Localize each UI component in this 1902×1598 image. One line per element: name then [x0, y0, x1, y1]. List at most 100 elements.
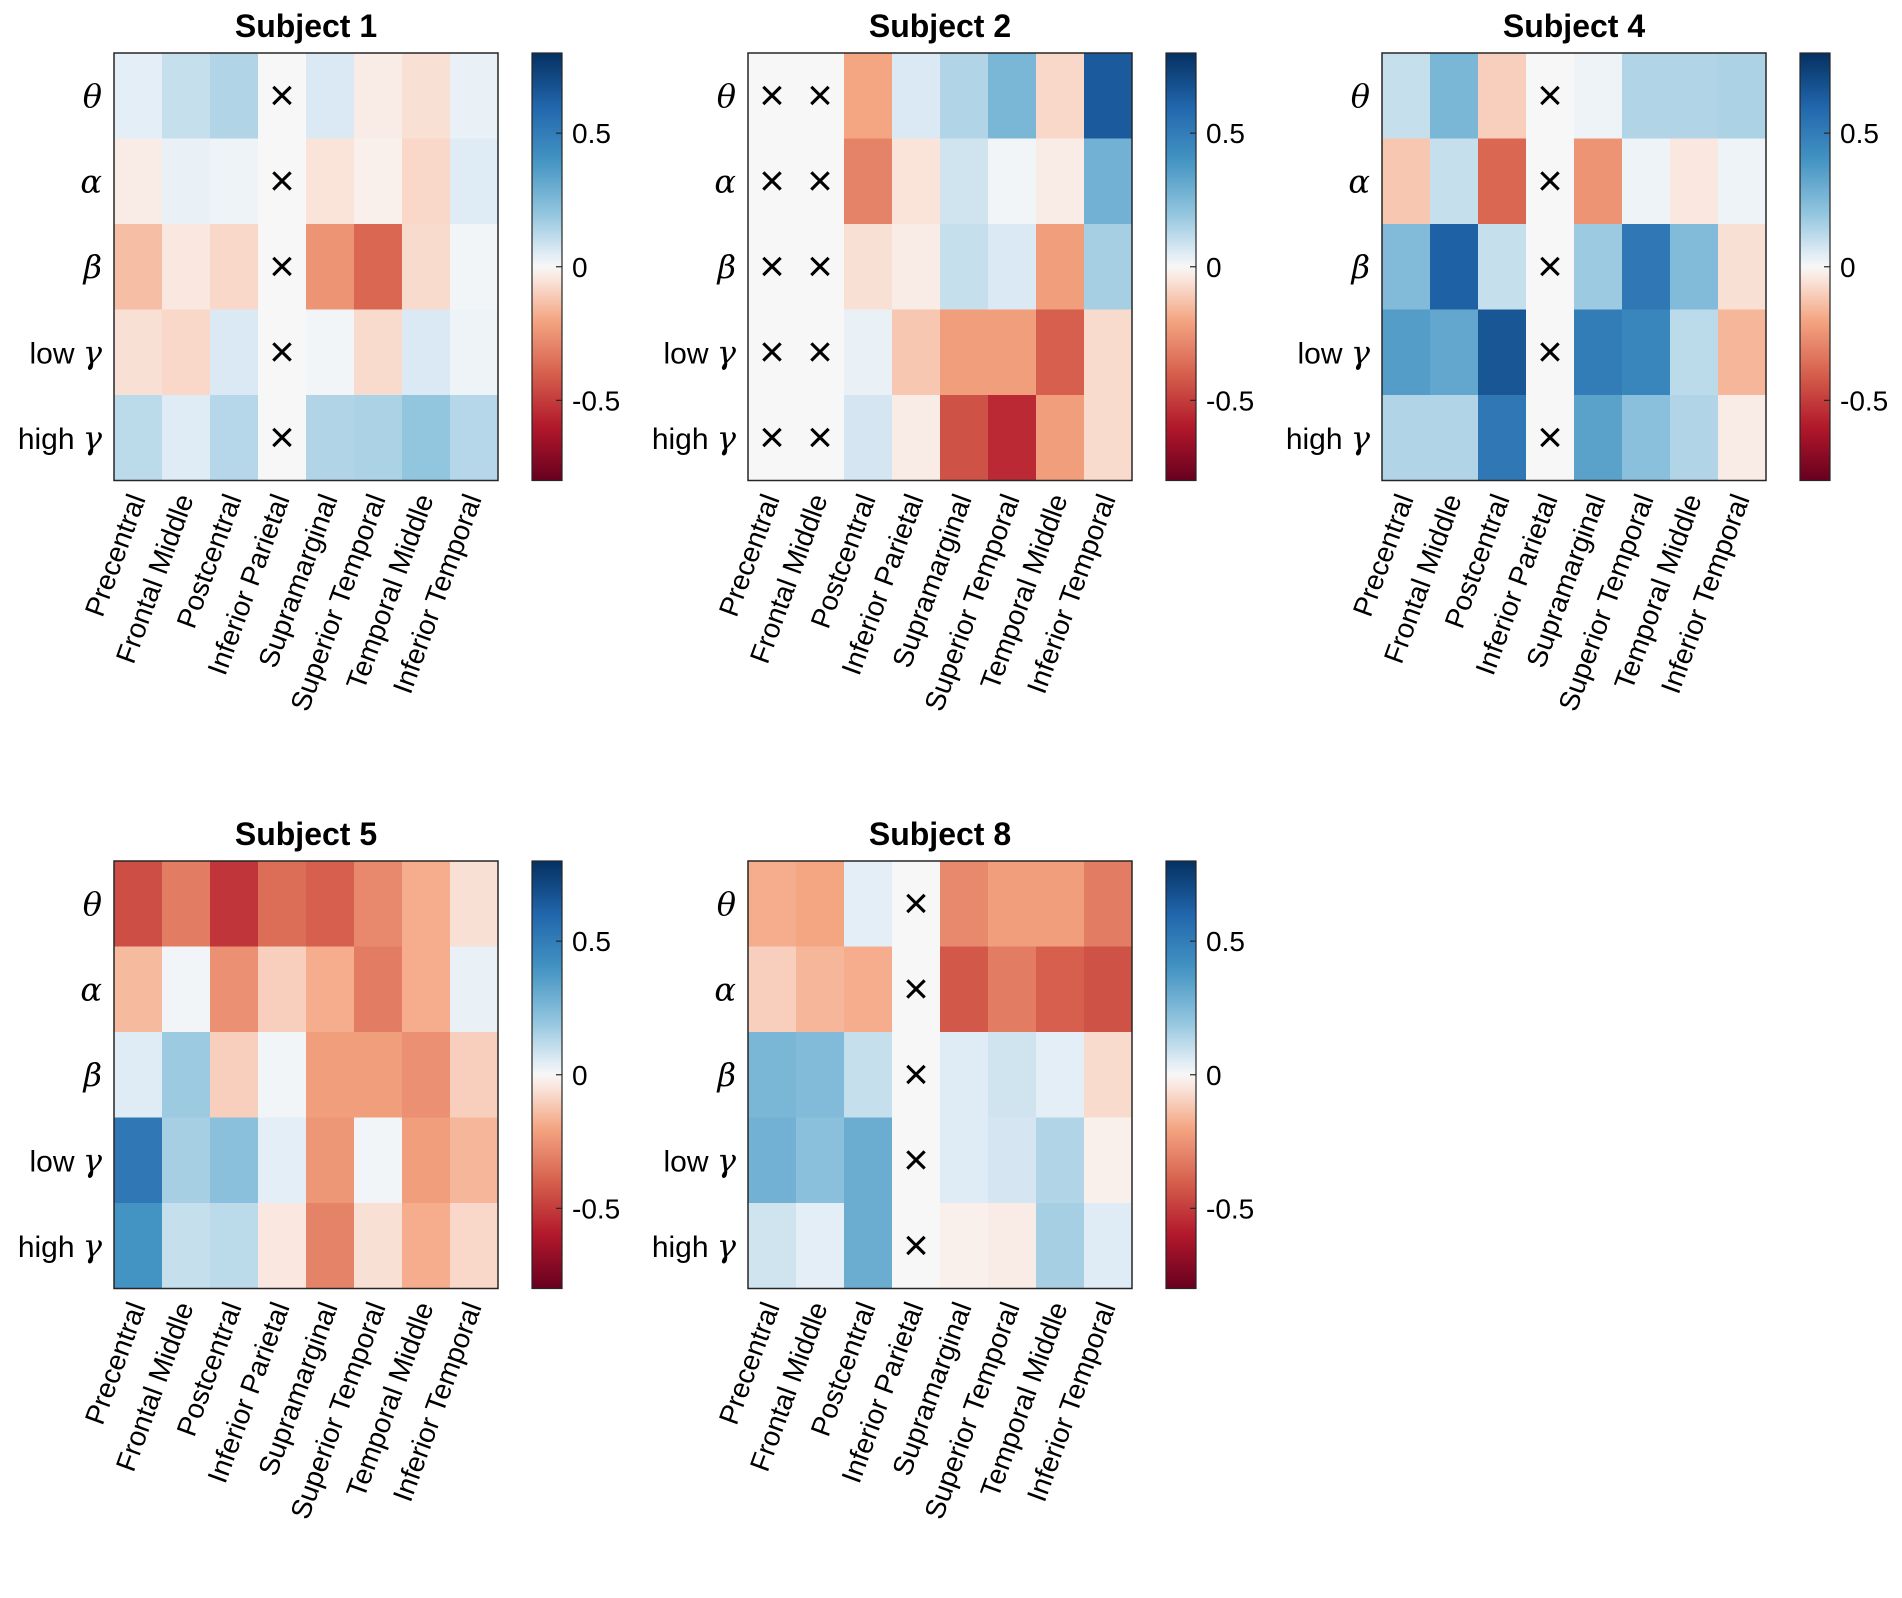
row-label-symbol: α — [80, 162, 102, 200]
missing-marker: × — [1537, 327, 1563, 376]
row-label-symbol: γ — [717, 419, 737, 457]
heatmap-frame — [1381, 52, 1767, 482]
heatmap-cell — [844, 946, 893, 1033]
row-label-symbol: γ — [717, 1227, 737, 1265]
row-label: high γ — [18, 1227, 103, 1265]
heatmap-cell — [1084, 53, 1133, 139]
heatmap-cell — [402, 309, 451, 396]
row-label: low γ — [664, 333, 737, 371]
colorbar-tick-label: -0.5 — [1840, 385, 1888, 416]
heatmap-frame — [747, 860, 1133, 1290]
row-label-symbol: γ — [83, 1227, 103, 1265]
heatmap-cell — [354, 946, 403, 1033]
missing-marker: × — [759, 71, 785, 120]
heatmap-cell — [892, 138, 941, 225]
colorbar-tick-label: 0.5 — [1206, 926, 1245, 957]
heatmap-cell — [210, 861, 259, 947]
heatmap-cell — [210, 53, 259, 139]
row-label-prefix: high — [1286, 423, 1351, 456]
heatmap-cell — [1670, 309, 1719, 396]
row-label-symbol: γ — [83, 333, 103, 371]
row-label-prefix: low — [664, 1145, 717, 1178]
heatmap-cell-missing — [258, 138, 307, 225]
row-label: α — [1348, 162, 1370, 200]
row-label: β — [717, 248, 737, 286]
heatmap-cell — [450, 1032, 499, 1118]
heatmap-cell — [258, 1117, 307, 1204]
heatmap-cell — [402, 224, 451, 310]
heatmap-cell — [1574, 53, 1623, 139]
missing-marker: × — [903, 1221, 929, 1270]
heatmap-cell — [940, 946, 989, 1033]
heatmap-cell — [988, 138, 1037, 225]
heatmap-cell — [844, 1203, 893, 1289]
row-label: β — [83, 248, 103, 286]
heatmap-cell — [1478, 309, 1527, 396]
panel-title: Subject 8 — [869, 816, 1011, 852]
heatmap-cell — [892, 53, 941, 139]
heatmap-cell — [988, 395, 1037, 481]
heatmap-cell — [1382, 53, 1431, 139]
panel-title: Subject 4 — [1503, 8, 1645, 44]
heatmap-cell — [1084, 946, 1133, 1033]
colorbar-tick-label: 0.5 — [1206, 118, 1245, 149]
missing-marker: × — [807, 156, 833, 205]
heatmap-cell — [450, 1203, 499, 1289]
missing-marker: × — [807, 71, 833, 120]
colorbar-tick-label: 0.5 — [1840, 118, 1879, 149]
colorbar-tick-label: 0 — [1206, 1060, 1222, 1091]
heatmap-cell-missing — [892, 861, 941, 947]
heatmap-cell — [306, 1032, 355, 1118]
row-label-symbol: θ — [717, 885, 736, 923]
heatmap-cell-missing — [796, 53, 845, 139]
heatmap-cell — [940, 395, 989, 481]
heatmap-cell-missing — [1526, 53, 1575, 139]
row-label: α — [80, 162, 102, 200]
heatmap-cell — [748, 1032, 797, 1118]
heatmap-cell-missing — [892, 946, 941, 1033]
heatmap-cell — [988, 224, 1037, 310]
heatmap-cell — [450, 1117, 499, 1204]
row-label: α — [80, 970, 102, 1008]
heatmap-cell — [162, 53, 211, 139]
heatmap-cell — [210, 224, 259, 310]
heatmap-cell — [210, 1032, 259, 1118]
row-label-symbol: γ — [83, 419, 103, 457]
heatmap-cell — [1084, 395, 1133, 481]
heatmap-cell — [450, 946, 499, 1033]
missing-marker: × — [269, 327, 295, 376]
row-label: β — [83, 1056, 103, 1094]
row-label: high γ — [652, 1227, 737, 1265]
heatmap-cell — [210, 1203, 259, 1289]
heatmap-cell — [1036, 53, 1085, 139]
heatmap-cell — [844, 224, 893, 310]
heatmap-cell-missing — [892, 1032, 941, 1118]
heatmap-cell — [1718, 309, 1767, 396]
heatmap-cell-missing — [892, 1203, 941, 1289]
colorbar-tick-label: -0.5 — [1206, 385, 1254, 416]
heatmap-cell — [940, 1032, 989, 1118]
heatmap-cell — [114, 1117, 163, 1204]
heatmap-cell — [844, 138, 893, 225]
heatmap-cell — [844, 309, 893, 396]
row-label-symbol: θ — [83, 77, 102, 115]
heatmap-cell — [1036, 946, 1085, 1033]
row-label-symbol: γ — [717, 1141, 737, 1179]
heatmap-cell — [162, 1203, 211, 1289]
row-label: α — [714, 162, 736, 200]
heatmap-cell — [1084, 138, 1133, 225]
heatmap-cell — [306, 1203, 355, 1289]
heatmap-cell — [940, 53, 989, 139]
heatmap-cell — [402, 138, 451, 225]
heatmap-cell — [1084, 309, 1133, 396]
heatmap-cell — [1430, 309, 1479, 396]
heatmap-cell — [940, 138, 989, 225]
heatmap-cell — [114, 224, 163, 310]
heatmap-cell — [1430, 53, 1479, 139]
row-label-symbol: α — [714, 162, 736, 200]
heatmap-cell — [354, 395, 403, 481]
heatmap-cell — [162, 861, 211, 947]
